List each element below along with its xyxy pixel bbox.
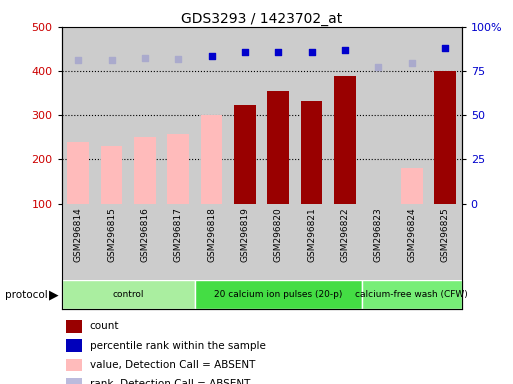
Text: rank, Detection Call = ABSENT: rank, Detection Call = ABSENT	[90, 379, 250, 384]
Text: GSM296815: GSM296815	[107, 207, 116, 262]
Bar	[228, 27, 262, 204]
Bar	[95, 204, 128, 280]
Bar	[66, 320, 82, 333]
Bar	[401, 168, 423, 204]
Point	[107, 57, 115, 63]
Text: GSM296823: GSM296823	[374, 207, 383, 262]
Text: GSM296818: GSM296818	[207, 207, 216, 262]
Bar	[301, 101, 323, 204]
Text: GSM296819: GSM296819	[241, 207, 249, 262]
Bar	[67, 142, 89, 204]
Point	[341, 47, 349, 53]
Bar	[228, 204, 262, 280]
Point	[374, 64, 382, 70]
Text: GSM296817: GSM296817	[174, 207, 183, 262]
Bar	[134, 137, 156, 204]
Bar	[334, 76, 356, 204]
Text: 20 calcium ion pulses (20-p): 20 calcium ion pulses (20-p)	[214, 290, 343, 299]
Bar	[428, 204, 462, 280]
Bar	[428, 27, 462, 204]
Bar	[62, 204, 95, 280]
Text: GSM296814: GSM296814	[74, 207, 83, 262]
Bar	[395, 27, 428, 204]
Bar	[262, 204, 295, 280]
Bar	[66, 378, 82, 384]
Bar	[328, 204, 362, 280]
Text: GSM296825: GSM296825	[441, 207, 449, 262]
Bar	[201, 115, 223, 204]
Bar	[234, 105, 256, 204]
Point	[241, 48, 249, 55]
Point	[207, 53, 215, 60]
Bar	[195, 27, 228, 204]
Text: control: control	[112, 290, 144, 299]
Bar	[295, 27, 328, 204]
Text: GSM296821: GSM296821	[307, 207, 316, 262]
Bar	[262, 27, 295, 204]
Point	[74, 56, 82, 63]
Text: GSM296824: GSM296824	[407, 207, 416, 262]
Bar	[395, 204, 428, 280]
Point	[174, 56, 182, 62]
Bar	[62, 27, 95, 204]
Bar	[267, 91, 289, 204]
Point	[141, 55, 149, 61]
Text: GSM296820: GSM296820	[274, 207, 283, 262]
Text: protocol: protocol	[5, 290, 48, 300]
Bar	[167, 134, 189, 204]
Bar	[95, 27, 128, 204]
Bar	[128, 27, 162, 204]
Bar	[328, 27, 362, 204]
Text: ▶: ▶	[49, 288, 58, 301]
Point	[274, 48, 282, 55]
Bar	[162, 27, 195, 204]
Title: GDS3293 / 1423702_at: GDS3293 / 1423702_at	[181, 12, 342, 26]
Bar	[66, 339, 82, 352]
Point	[441, 45, 449, 51]
Text: GSM296816: GSM296816	[141, 207, 149, 262]
Bar	[195, 280, 362, 309]
Text: GSM296822: GSM296822	[341, 207, 349, 262]
Text: value, Detection Call = ABSENT: value, Detection Call = ABSENT	[90, 360, 255, 370]
Text: count: count	[90, 321, 119, 331]
Bar	[362, 204, 395, 280]
Bar	[128, 204, 162, 280]
Bar	[195, 204, 228, 280]
Text: percentile rank within the sample: percentile rank within the sample	[90, 341, 265, 351]
Bar	[101, 146, 123, 204]
Bar	[162, 204, 195, 280]
Bar	[434, 71, 456, 204]
Bar	[66, 359, 82, 371]
Point	[307, 48, 315, 55]
Point	[407, 60, 416, 66]
Bar	[62, 280, 195, 309]
Bar	[362, 280, 462, 309]
Text: calcium-free wash (CFW): calcium-free wash (CFW)	[356, 290, 468, 299]
Bar	[362, 27, 395, 204]
Bar	[295, 204, 328, 280]
